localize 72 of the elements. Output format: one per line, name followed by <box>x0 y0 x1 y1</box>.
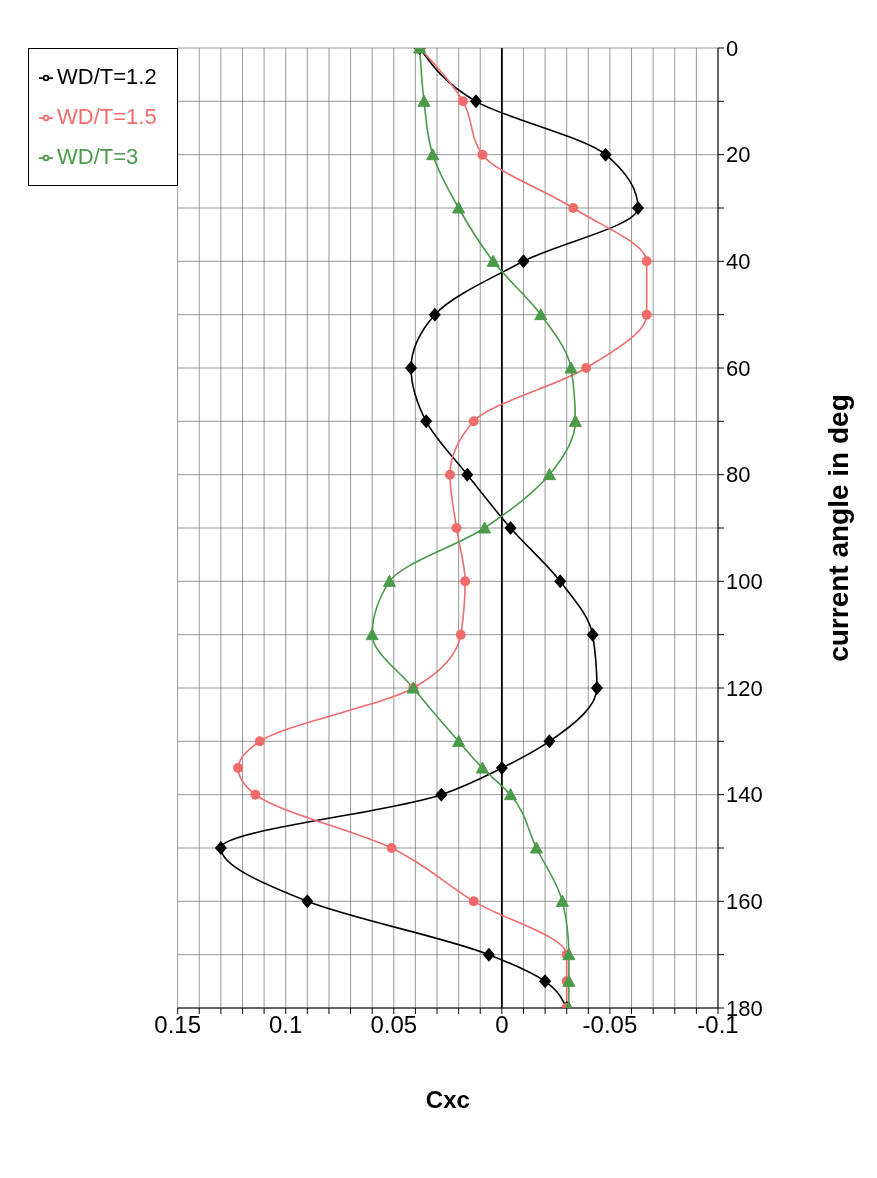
legend-label: WD/T=3 <box>57 144 139 169</box>
point <box>468 896 479 907</box>
point <box>214 841 227 855</box>
point <box>562 948 576 961</box>
point <box>534 308 548 321</box>
point <box>365 628 379 641</box>
y-tick-label: 160 <box>726 889 763 915</box>
y-tick-label: 100 <box>726 569 763 595</box>
x-tick-label: -0.05 <box>582 1011 638 1039</box>
point <box>435 787 448 802</box>
point <box>529 841 543 854</box>
point <box>590 681 603 695</box>
point <box>543 734 556 749</box>
point <box>564 361 578 374</box>
point <box>517 254 530 269</box>
point <box>461 467 474 482</box>
point <box>475 761 489 774</box>
point <box>254 736 265 747</box>
point <box>482 947 495 962</box>
point <box>451 523 462 533</box>
y-tick-label: 140 <box>726 782 763 808</box>
point <box>495 761 508 775</box>
y-tick-label: 40 <box>726 249 751 275</box>
point <box>504 788 517 801</box>
point <box>486 254 500 267</box>
point <box>641 256 652 267</box>
point <box>555 894 569 907</box>
legend-label: WD/T=1.2 <box>57 64 157 89</box>
point <box>382 574 396 587</box>
point <box>250 789 261 800</box>
point <box>599 147 612 162</box>
legend-label: WD/T=1.5 <box>57 104 157 129</box>
point <box>568 203 579 213</box>
point <box>444 469 455 480</box>
y-tick-label: 80 <box>726 462 751 488</box>
point <box>455 629 466 640</box>
y-tick-label: 20 <box>726 142 751 168</box>
point <box>641 309 652 320</box>
point <box>586 627 599 642</box>
point <box>504 521 517 535</box>
point <box>468 416 479 427</box>
x-tick-label: 0 <box>495 1011 509 1039</box>
y-axis-title: current angle in deg <box>822 394 854 662</box>
point <box>405 361 418 375</box>
point <box>469 94 482 109</box>
y-tick-label: 120 <box>726 675 763 701</box>
x-tick-label: 0.05 <box>370 1011 418 1039</box>
point <box>301 894 314 909</box>
y-tick-label: 0 <box>726 35 739 61</box>
point <box>581 363 592 373</box>
point <box>233 763 244 773</box>
point <box>542 468 556 481</box>
point <box>452 201 466 214</box>
point <box>460 576 471 587</box>
point <box>428 307 441 322</box>
point <box>426 148 440 161</box>
point <box>478 521 492 534</box>
point <box>568 414 582 427</box>
point <box>386 843 397 853</box>
point <box>539 974 552 989</box>
x-axis-title: Cxc <box>425 1086 470 1113</box>
x-tick-label: 0.15 <box>154 1011 201 1039</box>
point <box>632 201 645 215</box>
point <box>554 574 567 589</box>
point <box>457 96 468 107</box>
x-tick-label: 0.1 <box>269 1011 303 1039</box>
point <box>452 734 466 747</box>
y-tick-label: 60 <box>726 355 751 381</box>
point <box>417 94 431 107</box>
point <box>420 414 433 429</box>
point <box>562 974 576 987</box>
point <box>477 149 488 160</box>
